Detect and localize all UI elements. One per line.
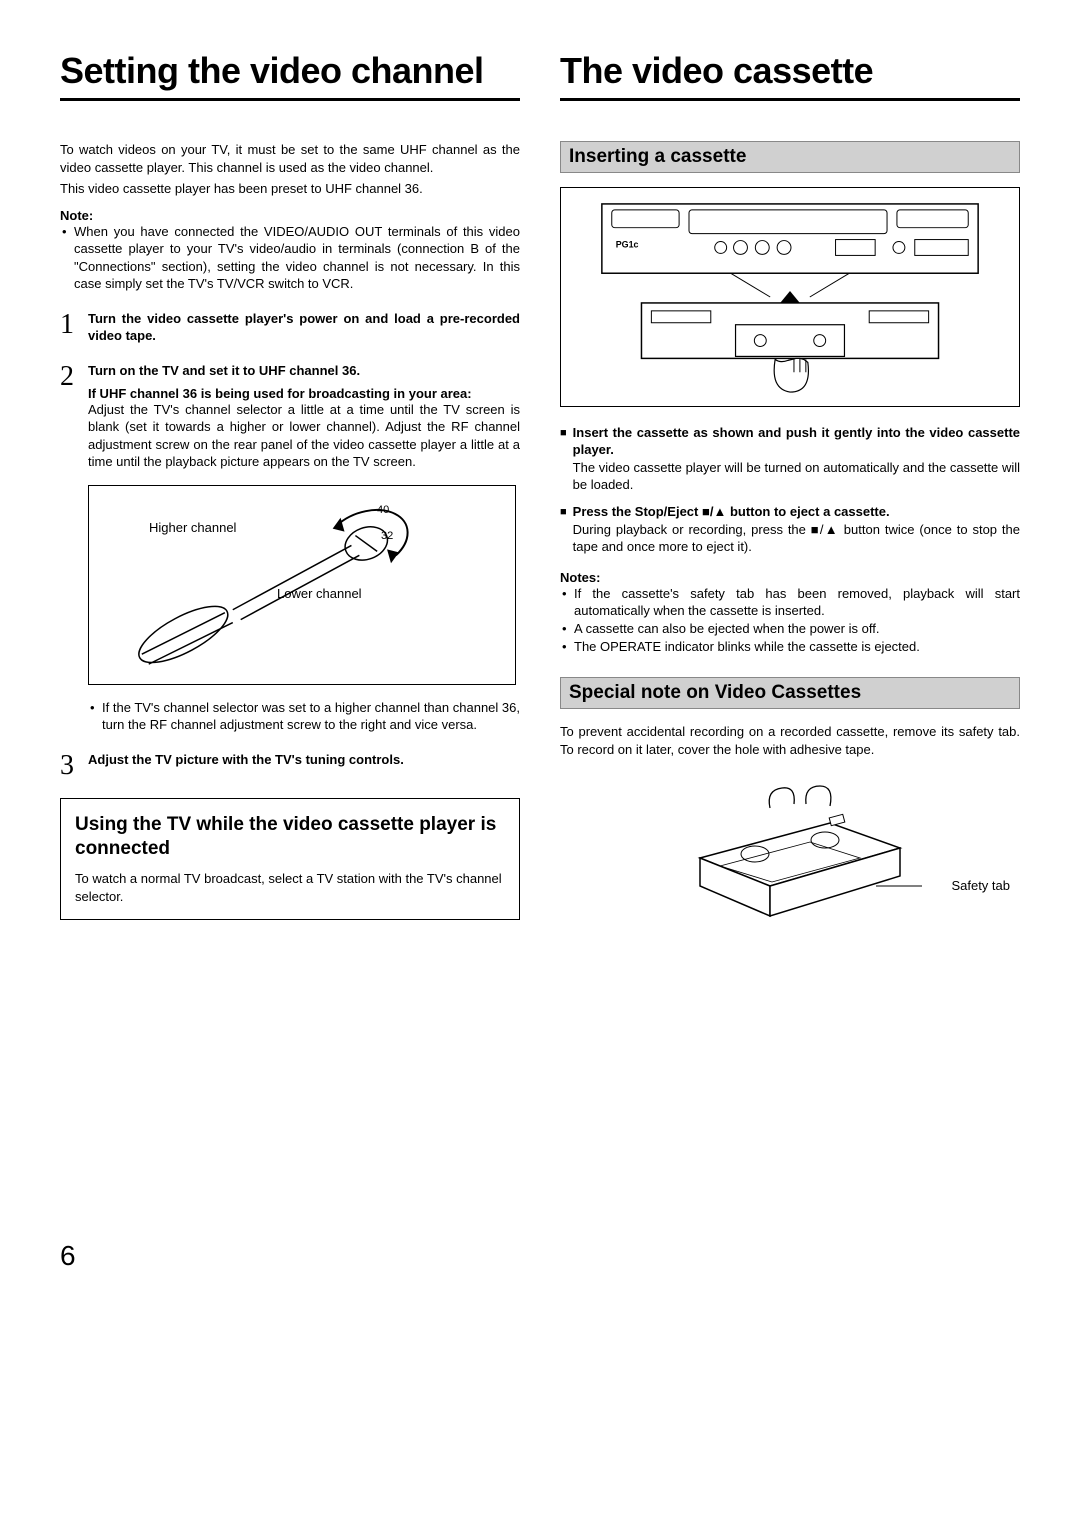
note-list: When you have connected the VIDEO/AUDIO …	[60, 223, 520, 293]
step-1-number: 1	[60, 311, 80, 345]
title-rule-left	[60, 98, 520, 101]
right-column: The video cassette Inserting a cassette …	[560, 50, 1020, 1272]
eject-instruction: Press the Stop/Eject ■/▲ button to eject…	[560, 504, 1020, 556]
notes-list: If the cassette's safety tab has been re…	[560, 585, 1020, 655]
tv-connected-title: Using the TV while the video cassette pl…	[75, 813, 505, 861]
step-2-text: Adjust the TV's channel selector a littl…	[88, 401, 520, 471]
screwdriver-diagram: Higher channel Lower channel 40 32	[88, 485, 516, 685]
special-note-header: Special note on Video Cassettes	[560, 677, 1020, 709]
eject-title: Press the Stop/Eject ■/▲ button to eject…	[573, 504, 1020, 521]
cassette-diagram: Safety tab	[560, 768, 1020, 938]
step-2-number: 2	[60, 363, 80, 471]
step-2: 2 Turn on the TV and set it to UHF chann…	[60, 363, 520, 471]
left-column: Setting the video channel To watch video…	[60, 50, 520, 1272]
insert-instruction: Insert the cassette as shown and push it…	[560, 425, 1020, 494]
cassette-icon	[560, 768, 1020, 938]
label-lower-channel: Lower channel	[277, 586, 362, 601]
tv-connected-box: Using the TV while the video cassette pl…	[60, 798, 520, 921]
step-1-title: Turn the video cassette player's power o…	[88, 311, 520, 345]
left-title: Setting the video channel	[60, 50, 520, 92]
note-bullet: When you have connected the VIDEO/AUDIO …	[60, 223, 520, 293]
note-label: Note:	[60, 208, 520, 223]
insert-title: Insert the cassette as shown and push it…	[573, 425, 1020, 459]
intro-paragraph-1: To watch videos on your TV, it must be s…	[60, 141, 520, 176]
eject-text: During playback or recording, press the …	[573, 521, 1020, 556]
step-3: 3 Adjust the TV picture with the TV's tu…	[60, 752, 520, 780]
svg-text:PG1c: PG1c	[616, 239, 639, 249]
step-1: 1 Turn the video cassette player's power…	[60, 311, 520, 345]
label-40: 40	[377, 504, 389, 516]
right-title: The video cassette	[560, 50, 1020, 92]
tv-connected-text: To watch a normal TV broadcast, select a…	[75, 870, 505, 905]
step-3-title: Adjust the TV picture with the TV's tuni…	[88, 752, 520, 769]
step-2-subtitle: If UHF channel 36 is being used for broa…	[88, 386, 520, 401]
vcr-icon: PG1c	[569, 196, 1011, 398]
page-number: 6	[60, 1240, 520, 1272]
note-item-2: A cassette can also be ejected when the …	[560, 620, 1020, 638]
page-columns: Setting the video channel To watch video…	[60, 50, 1020, 1272]
stop-eject-icon: ■/▲	[702, 504, 726, 519]
step-3-number: 3	[60, 752, 80, 780]
vcr-insert-diagram: PG1c	[560, 187, 1020, 407]
inserting-header: Inserting a cassette	[560, 141, 1020, 173]
label-32: 32	[381, 530, 393, 542]
note-item-3: The OPERATE indicator blinks while the c…	[560, 638, 1020, 656]
title-rule-right	[560, 98, 1020, 101]
insert-text: The video cassette player will be turned…	[573, 459, 1020, 494]
step-2-bullet: If the TV's channel selector was set to …	[88, 699, 520, 734]
stop-eject-icon: ■/▲	[811, 522, 839, 537]
step-2-title: Turn on the TV and set it to UHF channel…	[88, 363, 520, 380]
safety-tab-label: Safety tab	[951, 878, 1010, 893]
label-higher-channel: Higher channel	[149, 520, 236, 535]
note-item-1: If the cassette's safety tab has been re…	[560, 585, 1020, 620]
special-note-text: To prevent accidental recording on a rec…	[560, 723, 1020, 758]
intro-paragraph-2: This video cassette player has been pres…	[60, 180, 520, 198]
notes-label: Notes:	[560, 570, 1020, 585]
step-2-bullet-list: If the TV's channel selector was set to …	[60, 699, 520, 734]
